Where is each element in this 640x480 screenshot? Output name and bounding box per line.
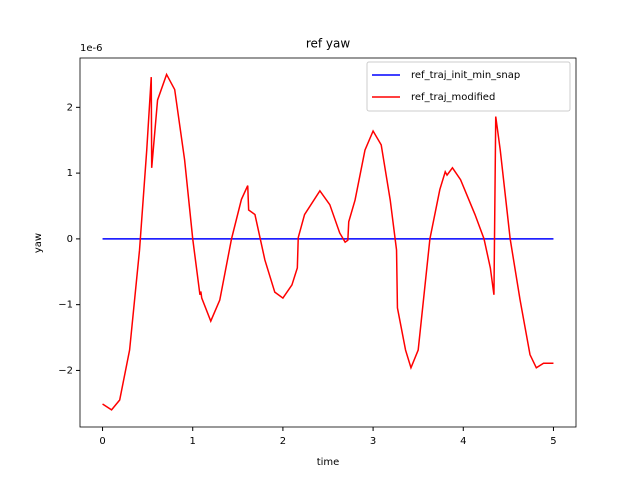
series-line — [102, 72, 554, 411]
legend-box — [366, 61, 571, 112]
x-tick-label: 2 — [280, 436, 286, 447]
y-tick-label: −2 — [58, 365, 73, 376]
y-tick-label: 1 — [67, 168, 73, 179]
y-tick-label: −1 — [58, 300, 73, 311]
y-tick-label: 2 — [67, 102, 73, 113]
x-tick-label: 3 — [370, 436, 376, 447]
y-axis-label: yaw — [33, 233, 44, 253]
legend-label: ref_traj_modified — [411, 92, 495, 103]
chart-title: ref yaw — [306, 37, 351, 51]
x-tick-label: 5 — [550, 436, 556, 447]
x-tick-label: 4 — [460, 436, 466, 447]
y-offset-label: 1e-6 — [80, 43, 103, 54]
y-tick-label: 0 — [67, 234, 73, 245]
x-tick-label: 0 — [99, 436, 105, 447]
plot-frame — [79, 57, 577, 428]
legend-label: ref_traj_init_min_snap — [411, 70, 520, 81]
x-axis-label: time — [317, 457, 340, 468]
x-tick-label: 1 — [190, 436, 196, 447]
